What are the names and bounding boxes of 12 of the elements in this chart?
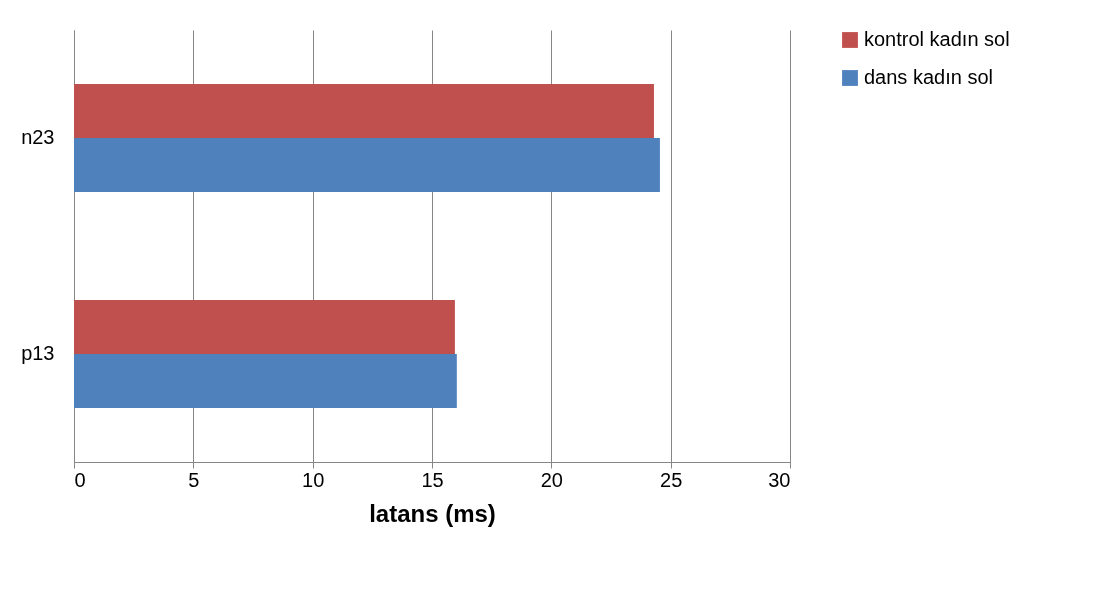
legend-label: dans kadın sol bbox=[864, 66, 993, 88]
y-tick-label: p13 bbox=[21, 342, 55, 364]
y-tick-label: n23 bbox=[21, 126, 55, 148]
x-tick-label: 15 bbox=[421, 468, 444, 491]
legend-label: kontrol kadın sol bbox=[864, 28, 1010, 50]
x-tick-label: 10 bbox=[302, 468, 325, 491]
x-tick-label: 25 bbox=[660, 468, 683, 491]
x-tick-label: 5 bbox=[188, 468, 200, 491]
x-axis-title: latans (ms) bbox=[369, 499, 496, 527]
x-tick-label: 20 bbox=[540, 468, 563, 491]
x-tick-label: 0 bbox=[74, 468, 86, 491]
x-tick-label: 30 bbox=[768, 468, 791, 491]
